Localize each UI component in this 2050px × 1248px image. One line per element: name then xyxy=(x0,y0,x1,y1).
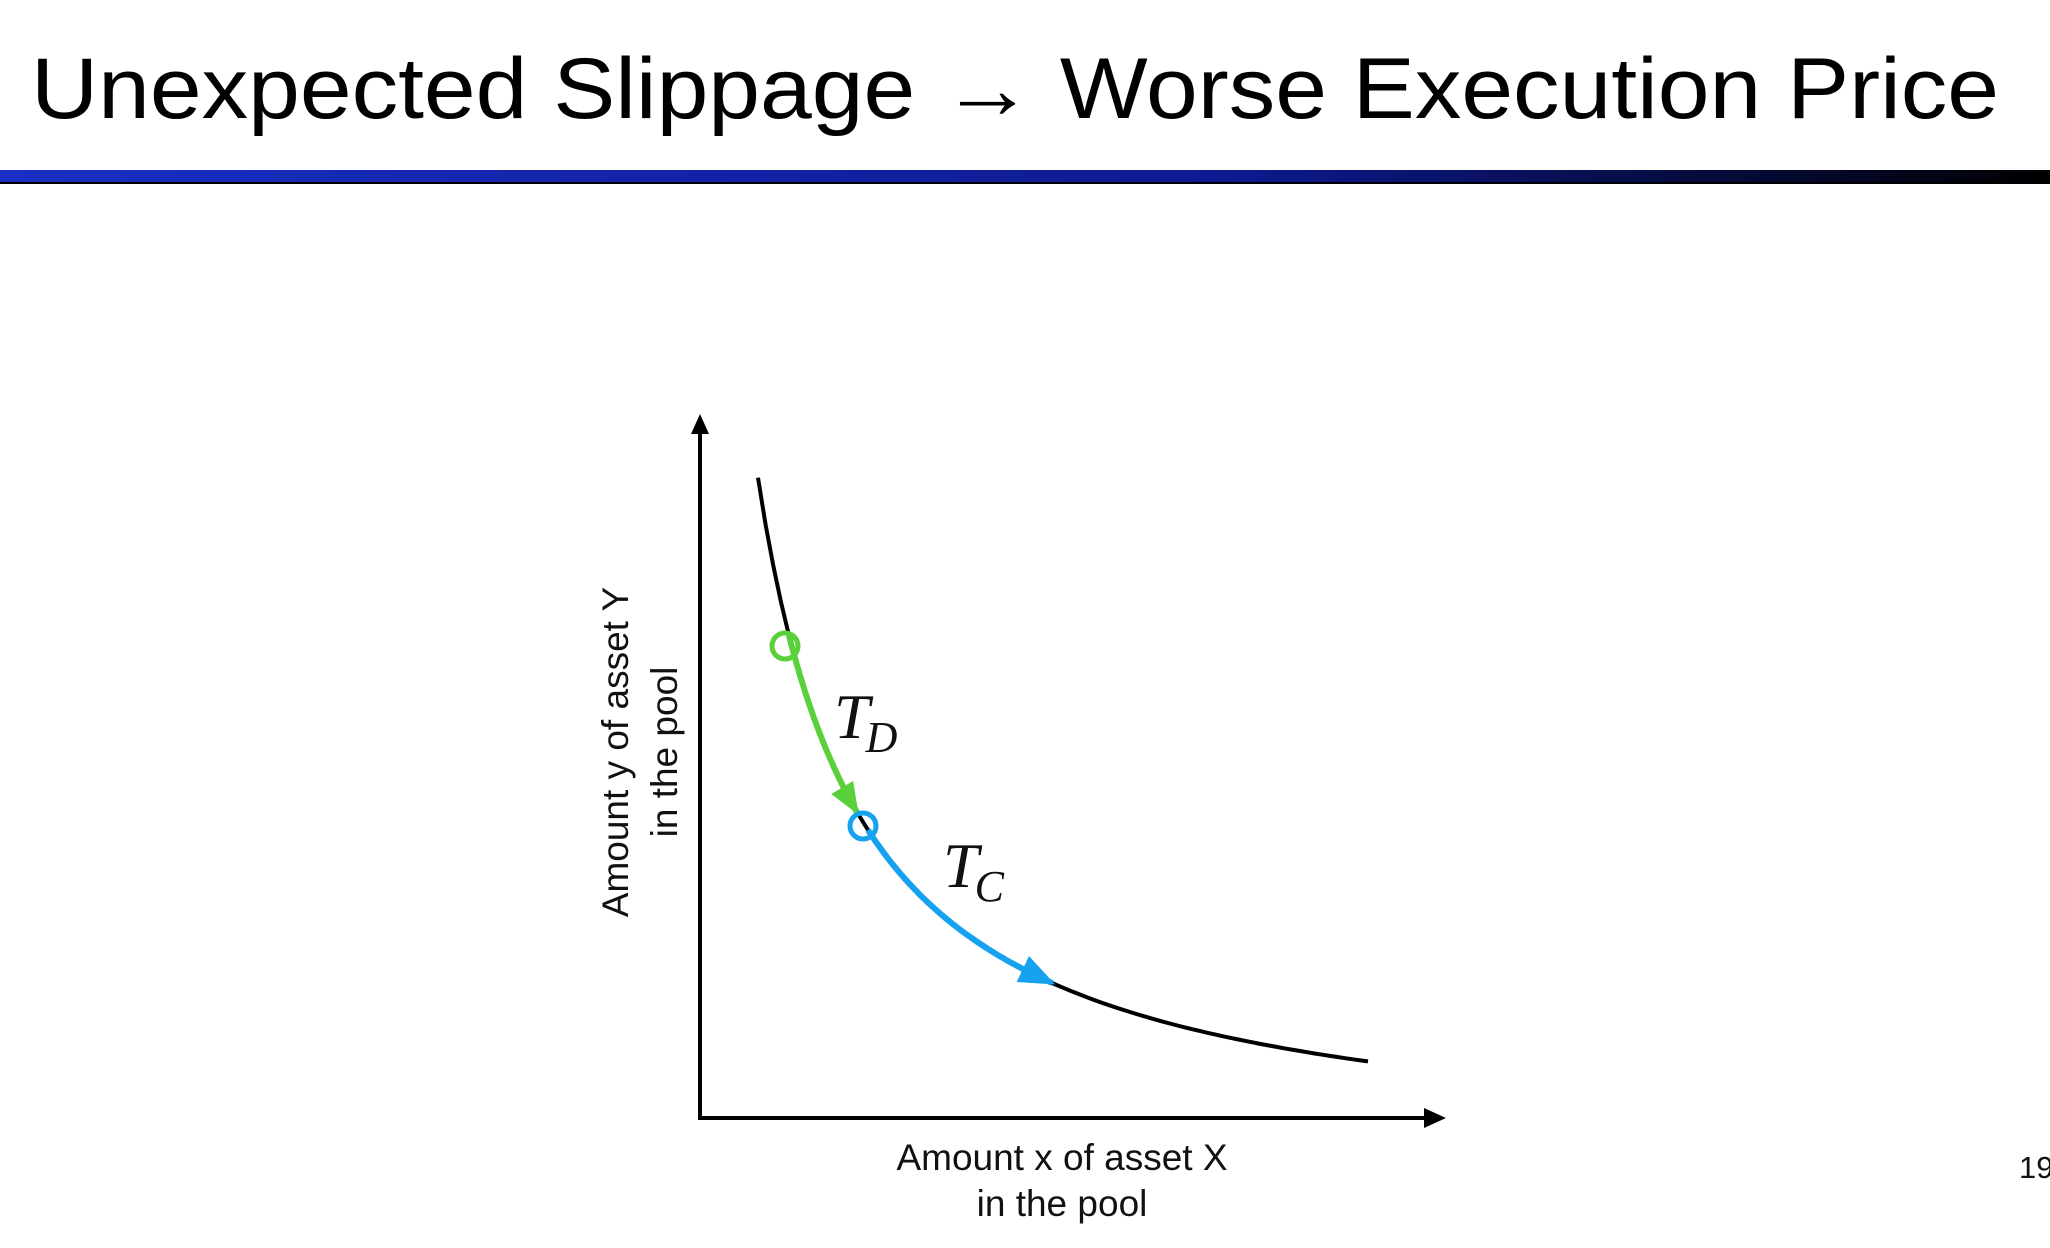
x-axis-arrow xyxy=(1424,1108,1446,1128)
trade-label: TC xyxy=(943,830,1005,911)
start-point xyxy=(769,630,801,662)
title-rule xyxy=(0,182,2050,184)
y-axis-label: in the pool xyxy=(644,667,685,838)
y-axis-arrow xyxy=(691,414,709,434)
slide-title: Unexpected Slippage → Worse Execution Pr… xyxy=(31,41,1999,137)
trade-arrow-d xyxy=(786,634,860,815)
x-axis-label: Amount x of asset X xyxy=(896,1137,1227,1178)
x-axis-label: in the pool xyxy=(977,1183,1148,1224)
trade-symbol: T xyxy=(834,681,874,752)
mid-point xyxy=(847,810,879,842)
pool-curve xyxy=(756,477,1369,1064)
trade-subscript: D xyxy=(865,713,898,762)
title-bar xyxy=(0,170,2050,182)
y-axis-label: Amount y of asset Y xyxy=(595,587,636,917)
trade-subscript: C xyxy=(975,862,1005,911)
page-number: 19 xyxy=(2019,1150,2050,1185)
trade-arrow-c xyxy=(865,828,1056,986)
trade-symbol: T xyxy=(943,830,983,901)
trade-label: TD xyxy=(834,681,898,762)
